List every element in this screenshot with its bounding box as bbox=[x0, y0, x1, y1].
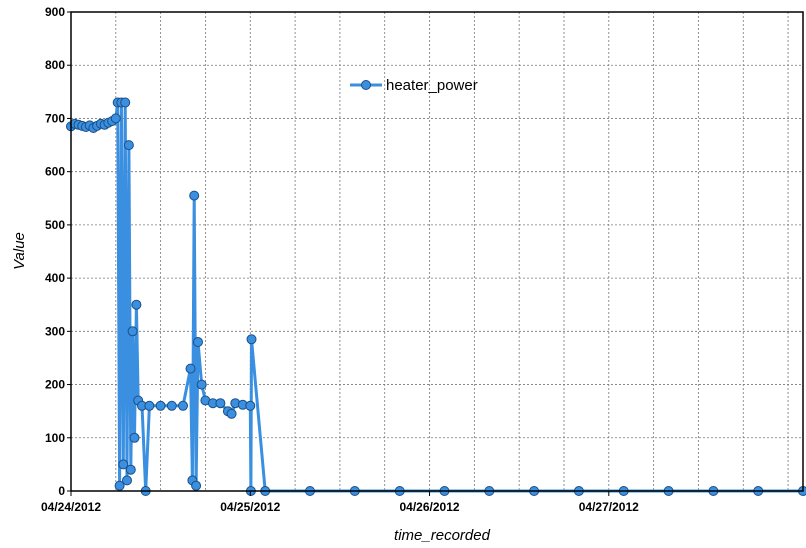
data-point bbox=[196, 379, 207, 390]
x-axis-title: time_recorded bbox=[394, 527, 491, 544]
y-tick-label: 500 bbox=[45, 218, 65, 232]
data-point bbox=[110, 113, 121, 124]
data-point bbox=[185, 363, 196, 374]
x-tick-label: 04/25/2012 bbox=[220, 500, 280, 514]
x-tick-label: 04/27/2012 bbox=[579, 500, 639, 514]
data-point bbox=[122, 475, 132, 486]
data-point bbox=[129, 432, 140, 443]
legend-label: heater_power bbox=[386, 77, 478, 94]
y-tick-label: 300 bbox=[45, 324, 65, 338]
data-point bbox=[245, 400, 256, 411]
data-point bbox=[166, 400, 177, 411]
y-tick-label: 900 bbox=[45, 5, 65, 19]
data-point bbox=[120, 97, 131, 108]
data-point bbox=[246, 334, 257, 345]
data-point bbox=[144, 400, 155, 411]
y-tick-label: 400 bbox=[45, 271, 65, 285]
plot-frame bbox=[70, 11, 804, 492]
y-axis-title: Value bbox=[11, 232, 28, 270]
data-point bbox=[193, 337, 203, 347]
y-tick-label: 0 bbox=[58, 484, 65, 498]
series-line bbox=[70, 101, 803, 493]
x-axis: 04/24/2012 04/25/2012 04/26/2012 04/27/2012 bbox=[41, 491, 639, 514]
y-tick-label: 600 bbox=[45, 165, 65, 179]
data-point bbox=[118, 459, 129, 470]
data-point bbox=[123, 140, 134, 151]
y-tick-label: 700 bbox=[45, 111, 65, 125]
data-point bbox=[178, 400, 188, 411]
y-axis: 0 100 200 300 400 500 600 700 800 900 bbox=[45, 5, 71, 498]
data-point bbox=[125, 464, 136, 475]
x-tick-label: 04/24/2012 bbox=[41, 500, 101, 514]
x-tick-label: 04/26/2012 bbox=[399, 500, 459, 514]
data-point bbox=[114, 480, 125, 491]
data-point bbox=[127, 326, 138, 337]
plot-area bbox=[66, 97, 806, 496]
data-point bbox=[191, 480, 202, 491]
y-tick-label: 100 bbox=[45, 431, 65, 445]
legend-marker bbox=[361, 80, 371, 90]
data-point bbox=[215, 398, 226, 409]
y-tick-label: 200 bbox=[45, 378, 65, 392]
data-point bbox=[155, 400, 166, 411]
y-tick-label: 800 bbox=[45, 58, 65, 72]
data-point bbox=[131, 299, 142, 310]
data-point bbox=[189, 190, 200, 201]
data-point bbox=[226, 408, 237, 419]
legend: heater_power bbox=[350, 77, 478, 94]
